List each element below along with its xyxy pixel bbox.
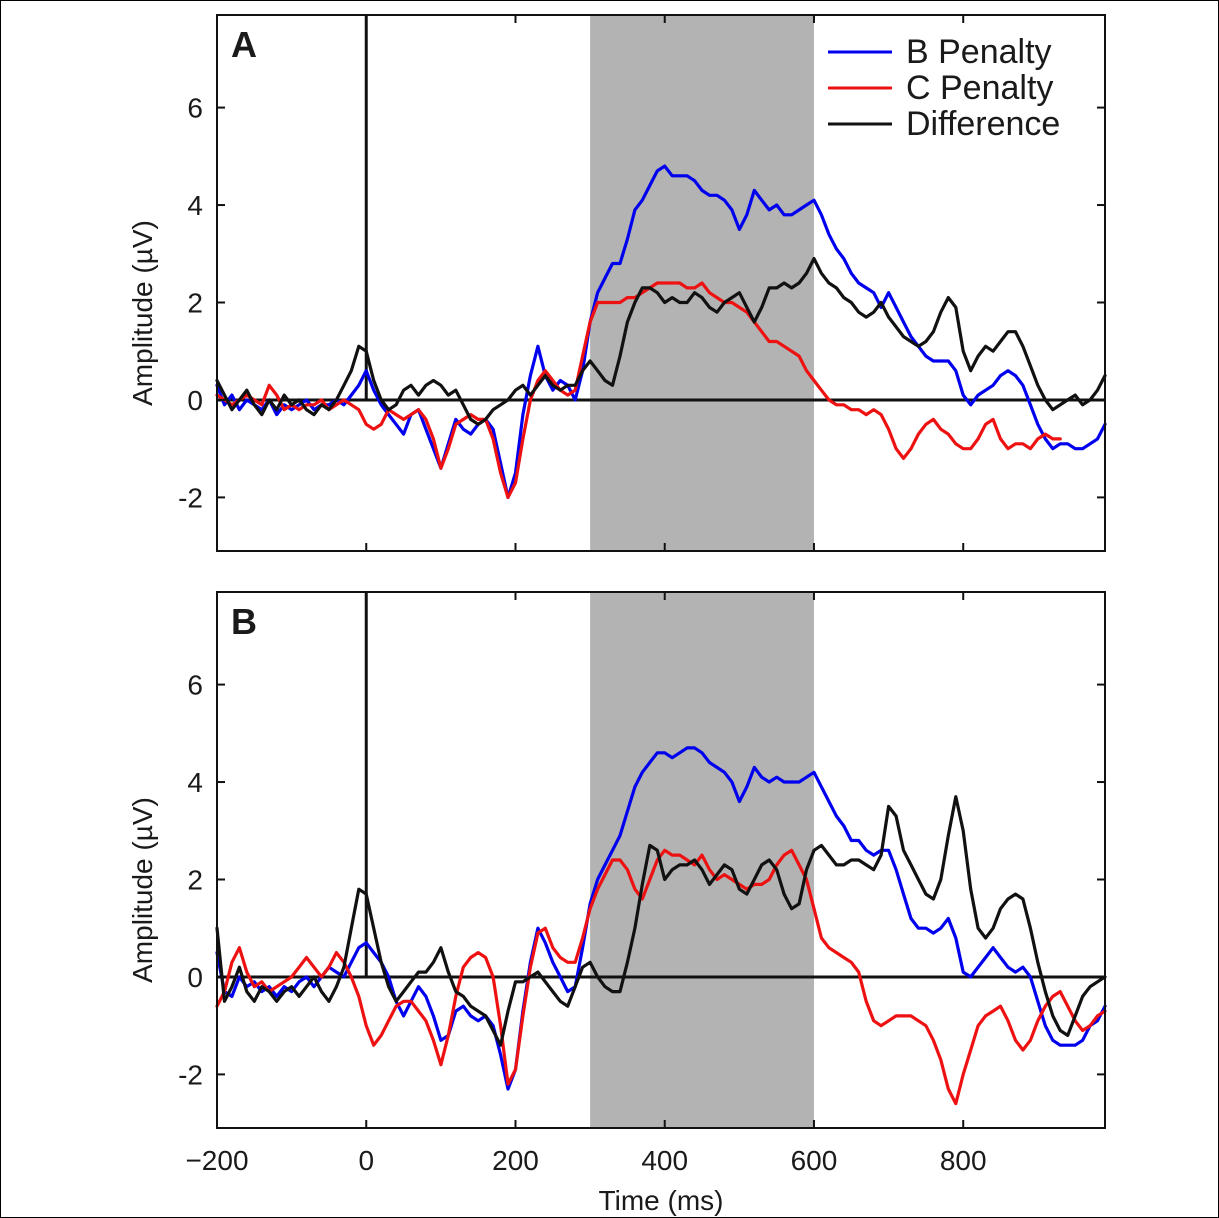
y-tick-label: 2 bbox=[187, 864, 203, 895]
panel-label: B bbox=[231, 601, 257, 642]
x-tick-label: −200 bbox=[185, 1145, 248, 1176]
legend-label-difference: Difference bbox=[906, 105, 1060, 143]
y-tick-label: 2 bbox=[187, 287, 203, 318]
y-tick-label: 4 bbox=[187, 767, 203, 798]
x-tick-label: 0 bbox=[358, 1145, 374, 1176]
legend-label-c-penalty: C Penalty bbox=[906, 69, 1053, 107]
x-tick-label: 600 bbox=[791, 1145, 838, 1176]
y-tick-label: 0 bbox=[187, 385, 203, 416]
legend-label-b-penalty: B Penalty bbox=[906, 33, 1052, 71]
panel-label: A bbox=[231, 24, 257, 65]
y-tick-label: 6 bbox=[187, 93, 203, 124]
y-tick-label: 6 bbox=[187, 670, 203, 701]
y-axis-label: Amplitude (µV) bbox=[127, 220, 158, 406]
y-tick-label: 0 bbox=[187, 962, 203, 993]
x-tick-label: 200 bbox=[492, 1145, 539, 1176]
y-tick-label: -2 bbox=[178, 482, 203, 513]
x-axis-label: Time (ms) bbox=[599, 1185, 724, 1216]
y-tick-label: 4 bbox=[187, 190, 203, 221]
x-tick-label: 800 bbox=[940, 1145, 987, 1176]
y-axis-label: Amplitude (µV) bbox=[127, 797, 158, 983]
x-tick-label: 400 bbox=[641, 1145, 688, 1176]
y-tick-label: -2 bbox=[178, 1059, 203, 1090]
